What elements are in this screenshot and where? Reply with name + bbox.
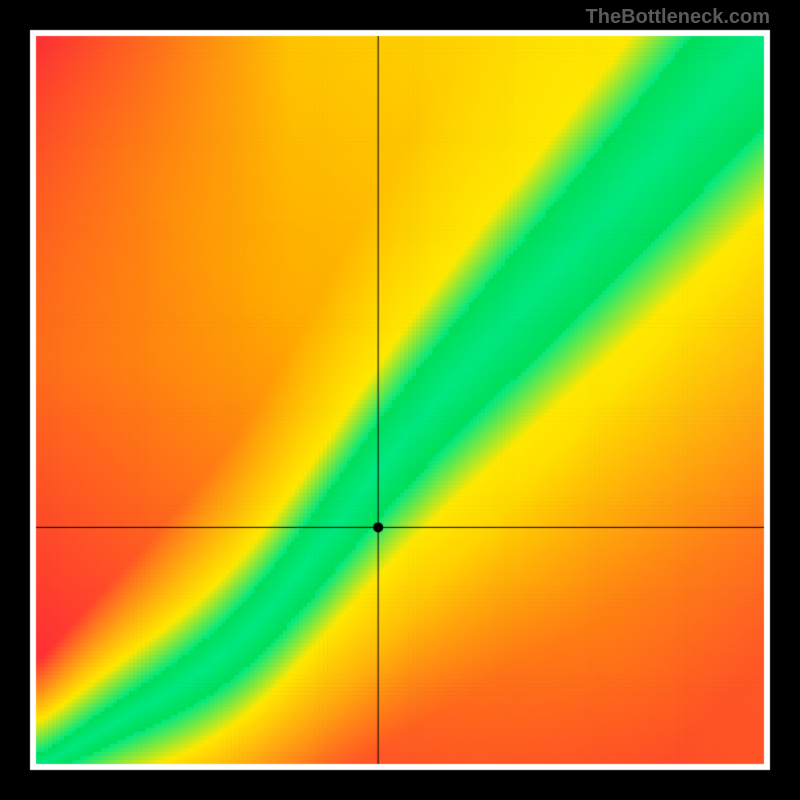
chart-container: TheBottleneck.com [0,0,800,800]
heatmap-canvas [0,0,800,800]
watermark-text: TheBottleneck.com [586,6,770,29]
